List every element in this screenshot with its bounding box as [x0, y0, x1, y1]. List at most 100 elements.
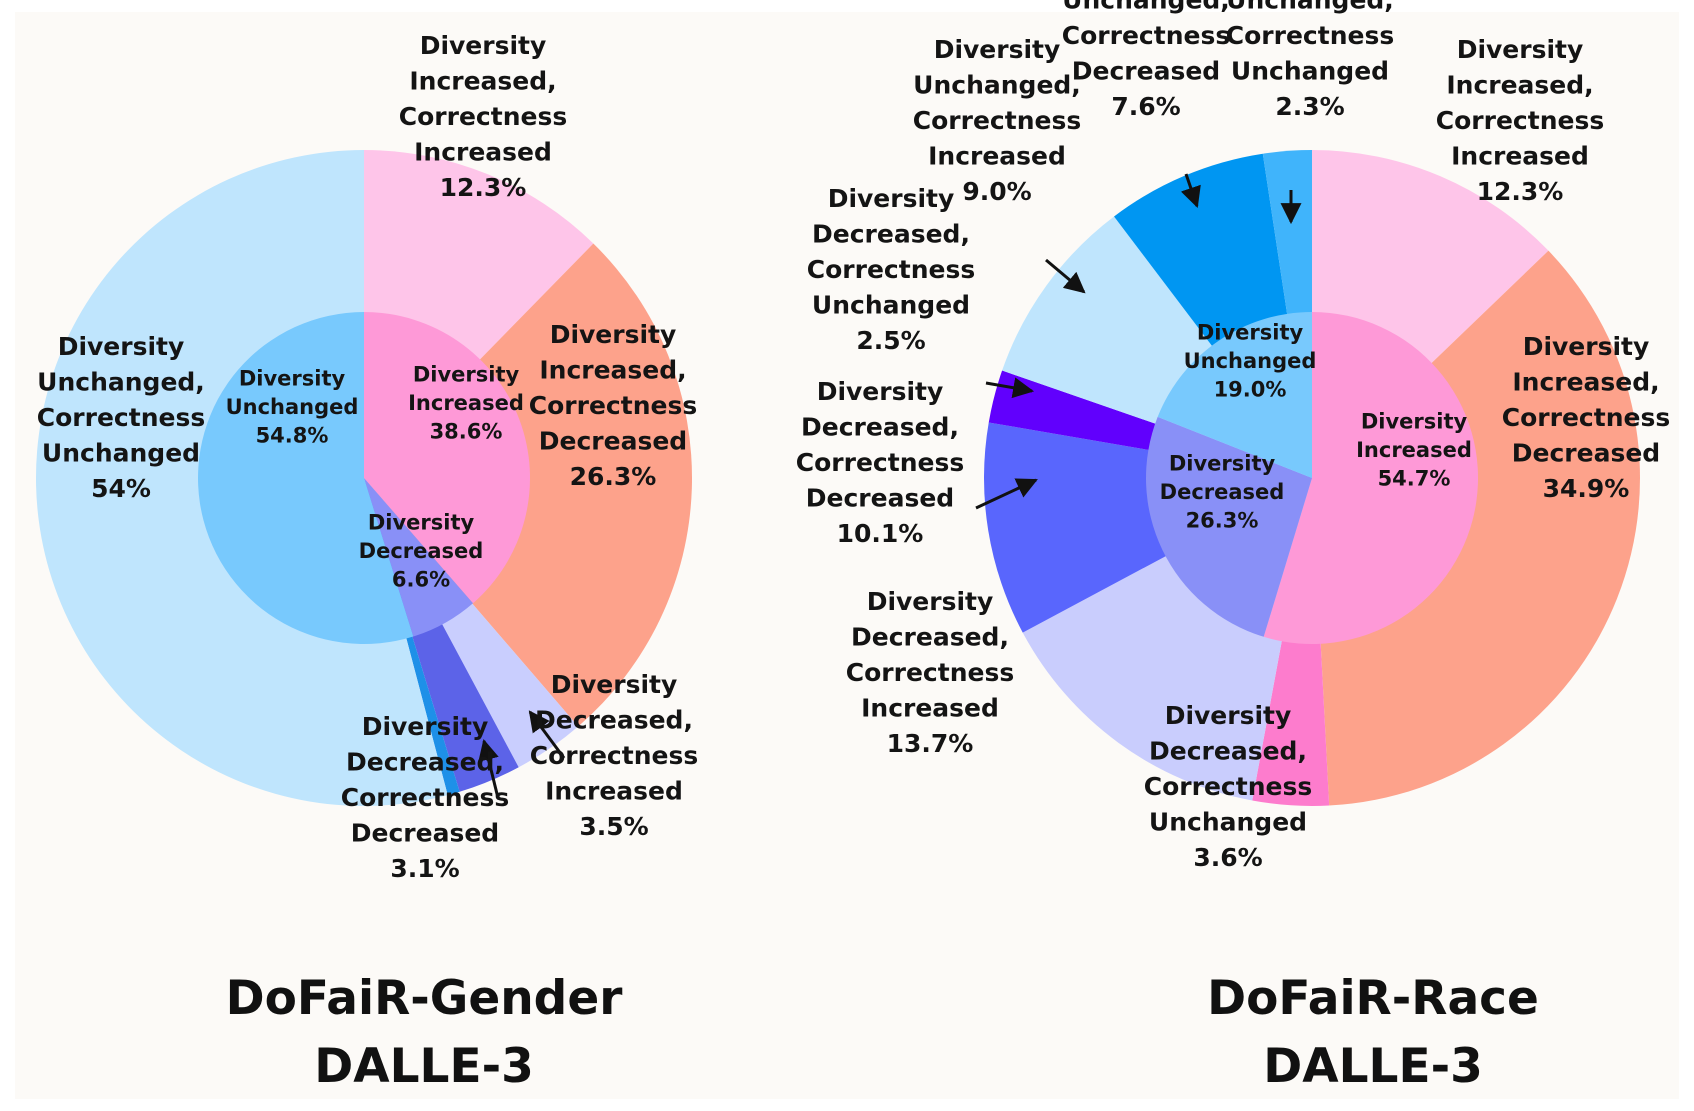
dofair-race-outer-label-diversity-unchanged-correctness-increased-line: Correctness: [913, 106, 1081, 135]
dofair-gender-outer-label-diversity-increased-correctness-decreased-line: 26.3%: [570, 462, 657, 491]
dofair-gender-inner-label-diversity-decreased: Diversity Decreased 6.6%: [359, 511, 484, 592]
dofair-gender-inner-label-diversity-decreased-line: Decreased: [359, 539, 484, 563]
dofair-race-outer-label-diversity-unchanged-correctness-decreased-line: Unchanged,: [1062, 0, 1230, 15]
dofair-race-leader-arrow-diversity-decreased-correctness-unchanged: [985, 377, 1035, 399]
dofair-race-outer-label-diversity-unchanged-correctness-unchanged: DiversityUnchanged,CorrectnessUnchanged2…: [1226, 0, 1394, 121]
dofair-gender-outer-label-diversity-increased-correctness-increased: Diversity Increased, Correctness Increased 1…: [399, 31, 567, 202]
dofair-gender-outer-label-diversity-increased-correctness-increased-line: Increased: [414, 138, 552, 167]
dofair-race-outer-label-diversity-decreased-correctness-unchanged-line: Unchanged: [1149, 808, 1307, 837]
dofair-race-outer-label-diversity-increased-correctness-decreased-line: Diversity: [1523, 332, 1650, 361]
dofair-gender-outer-label-diversity-increased-correctness-increased-line: Increased,: [409, 67, 556, 96]
dofair-race-inner-label-diversity-increased-line: Diversity: [1361, 410, 1468, 434]
dofair-race-outer-label-diversity-decreased-correctness-unchanged-line: 3.6%: [1193, 843, 1262, 872]
dofair-race-inner-label-diversity-increased-line: 54.7%: [1378, 467, 1451, 491]
dofair-race-outer-label-diversity-decreased-correctness-increased-line: Increased: [861, 694, 999, 723]
dofair-gender-outer-label-diversity-increased-correctness-increased-line: 12.3%: [440, 173, 527, 202]
dofair-race-outer-label-diversity-increased-correctness-increased-line: Increased,: [1446, 71, 1593, 100]
dofair-race-outer-label-diversity-unchanged-correctness-unchanged-line: Unchanged,: [1226, 0, 1394, 15]
dofair-race-leader-arrow-diversity-decreased-correctness-decreased: [975, 478, 1038, 510]
dofair-gender-outer-label-diversity-decreased-correctness-decreased-line: Diversity: [362, 712, 489, 741]
dofair-race-outer-label-diversity-increased-correctness-increased-line: Diversity: [1457, 35, 1584, 64]
dofair-gender-inner-label-diversity-unchanged-line: Unchanged: [226, 395, 359, 419]
dofair-race-outer-label-diversity-decreased-correctness-unchanged-line: Diversity: [828, 184, 955, 213]
dofair-race-inner-label-diversity-decreased-line: Diversity: [1169, 452, 1276, 476]
dofair-gender-outer-label-diversity-increased-correctness-decreased-line: Correctness: [529, 391, 697, 420]
dofair-race-inner-label-diversity-decreased-line: Decreased: [1160, 480, 1285, 504]
dofair-gender-leader-arrow-diversity-decreased-correctness-decreased: [478, 738, 500, 799]
dofair-gender-outer-label-diversity-increased-correctness-decreased-line: Diversity: [550, 320, 677, 349]
dofair-gender-inner-label-diversity-unchanged-line: Diversity: [239, 367, 346, 391]
dofair-gender-outer-label-diversity-decreased-correctness-increased-line: Decreased,: [535, 706, 693, 735]
dofair-race-inner-slice-diversity-decreased: [1146, 416, 1312, 637]
dofair-gender-outer-label-diversity-decreased-correctness-increased-line: 3.5%: [579, 812, 648, 841]
dofair-race-outer-label-diversity-decreased-correctness-unchanged-line: Decreased,: [812, 220, 970, 249]
dofair-race-inner-label-diversity-increased: Diversity Increased 54.7%: [1356, 410, 1472, 491]
dofair-race-outer-label-diversity-increased-correctness-decreased-line: 34.9%: [1543, 474, 1630, 503]
dofair-race-outer-label-diversity-increased-correctness-decreased-line: Increased,: [1512, 368, 1659, 397]
dofair-race-outer-label-diversity-increased-correctness-decreased: Diversity Increased, Correctness Decreased 3…: [1502, 332, 1670, 503]
dofair-race-inner-label-diversity-unchanged-line: Diversity: [1197, 321, 1304, 345]
dofair-race-outer-label-diversity-decreased-correctness-unchanged-line: Unchanged: [812, 291, 970, 320]
dofair-gender-outer-label-diversity-decreased-correctness-decreased-line: Decreased: [351, 819, 499, 848]
dofair-gender-outer-label-diversity-decreased-correctness-decreased: Diversity Decreased, Correctness Decreased 3…: [341, 712, 509, 883]
dofair-gender-outer-label-diversity-decreased-correctness-increased: Diversity Decreased, Correctness Increased 3…: [530, 670, 698, 841]
dofair-gender-inner-label-diversity-decreased-line: Diversity: [368, 511, 475, 535]
dofair-gender-outer-label-diversity-decreased-correctness-decreased-line: Correctness: [341, 783, 509, 812]
dofair-race-outer-label-diversity-decreased-correctness-decreased-line: Decreased,: [801, 413, 959, 442]
dofair-race-outer-label-diversity-increased-correctness-decreased-line: Decreased: [1512, 439, 1660, 468]
dofair-gender-outer-label-diversity-increased-correctness-decreased-line: Decreased: [539, 427, 687, 456]
dofair-race-title-line-1: DoFaiR-Race: [1207, 971, 1539, 1026]
dofair-race-outer-label-diversity-unchanged-correctness-decreased-line: 7.6%: [1111, 92, 1180, 121]
dofair-race-outer-label-diversity-increased-correctness-decreased-line: Correctness: [1502, 403, 1670, 432]
dofair-race-title-line-2: DALLE-3: [1263, 1039, 1483, 1094]
dofair-gender-outer-label-diversity-decreased-correctness-increased-line: Diversity: [551, 670, 678, 699]
dofair-gender-inner-label-diversity-unchanged-line: 54.8%: [256, 424, 329, 448]
dofair-race-outer-label-diversity-decreased-correctness-increased-line: Decreased,: [851, 623, 1009, 652]
dofair-race-outer-label-diversity-decreased-correctness-unchanged: Diversity Decreased, Correctness Unchanged 3…: [1144, 701, 1312, 872]
dofair-race-outer-label-diversity-unchanged-correctness-decreased-line: Decreased: [1072, 57, 1220, 86]
dofair-race-inner-label-diversity-decreased-line: 26.3%: [1186, 509, 1259, 533]
dofair-race-outer-label-diversity-unchanged-correctness-increased: Diversity Unchanged, Correctness Increased 9…: [913, 35, 1081, 206]
dofair-race-inner-label-diversity-decreased: Diversity Decreased 26.3%: [1160, 452, 1285, 533]
dofair-gender-outer-label-diversity-decreased-correctness-decreased-line: Decreased,: [346, 748, 504, 777]
dofair-race-outer-label-diversity-decreased-correctness-increased-line: 13.7%: [887, 729, 974, 758]
dofair-race-outer-label-diversity-unchanged-correctness-unchanged-line: Correctness: [1226, 21, 1394, 50]
dofair-gender-outer-label-diversity-unchanged-correctness-unchanged: Diversity Unchanged, Correctness Unchanged 5…: [37, 332, 205, 503]
dofair-race-outer-label-diversity-unchanged-correctness-increased-line: 9.0%: [962, 177, 1031, 206]
dofair-gender-outer-label-diversity-unchanged-correctness-unchanged-line: Unchanged: [42, 439, 200, 468]
dofair-race-inner-slice-diversity-unchanged: [1157, 312, 1312, 478]
dofair-gender-inner-label-diversity-unchanged: Diversity Unchanged 54.8%: [226, 367, 359, 448]
dofair-gender-inner-label-diversity-decreased-line: 6.6%: [392, 568, 450, 592]
dofair-gender-outer-label-diversity-decreased-correctness-increased-line: Correctness: [530, 741, 698, 770]
dofair-race-outer-label-diversity-decreased-correctness-unchanged-line: Correctness: [807, 255, 975, 284]
dofair-race-outer-label-diversity-unchanged-correctness-increased-line: Increased: [928, 142, 1066, 171]
dofair-gender-inner-slice-diversity-decreased: [364, 478, 473, 637]
dofair-race-outer-label-diversity-decreased-correctness-decreased-line: Correctness: [796, 448, 964, 477]
dofair-gender-title-line-2: DALLE-3: [314, 1039, 534, 1094]
dofair-gender-inner-label-diversity-increased-line: Increased: [408, 391, 524, 415]
dofair-gender-outer-label-diversity-unchanged-correctness-unchanged-line: 54%: [91, 474, 151, 503]
dofair-race-outer-label-diversity-increased-correctness-increased-line: Increased: [1451, 142, 1589, 171]
dofair-race-outer-label-diversity-unchanged-correctness-increased-line: Diversity: [934, 35, 1061, 64]
dofair-race-outer-label-diversity-decreased-correctness-unchanged: Diversity Decreased, Correctness Unchanged 2…: [807, 184, 975, 355]
dofair-race-leader-arrow-diversity-unchanged-correctness-decreased: [1180, 173, 1201, 208]
dofair-race-outer-label-diversity-decreased-correctness-decreased-line: Diversity: [817, 377, 944, 406]
dofair-race-outer-label-diversity-increased-correctness-increased-line: Correctness: [1436, 106, 1604, 135]
dofair-race-outer-slice-diversity-increased-correctness-decreased: [1312, 250, 1640, 806]
dofair-race-outer-label-diversity-decreased-correctness-increased: Diversity Decreased, Correctness Increased 1…: [846, 587, 1014, 758]
dofair-race-outer-label-diversity-unchanged-correctness-decreased: DiversityUnchanged,CorrectnessDecreased7…: [1062, 0, 1230, 121]
dofair-gender-outer-label-diversity-increased-correctness-decreased: Diversity Increased, Correctness Decreased 2…: [529, 320, 697, 491]
dofair-gender-inner-slice-diversity-increased: [364, 312, 531, 604]
dofair-race-inner-label-diversity-increased-line: Increased: [1356, 438, 1472, 462]
dofair-race-outer-label-diversity-decreased-correctness-increased-line: Correctness: [846, 658, 1014, 687]
dofair-race-outer-label-diversity-decreased-correctness-unchanged-line: Decreased,: [1149, 737, 1307, 766]
dofair-race-inner-slice-diversity-increased: [1263, 312, 1479, 644]
dofair-gender-outer-label-diversity-increased-correctness-decreased-line: Increased,: [539, 356, 686, 385]
dofair-gender-outer-label-diversity-decreased-correctness-increased-line: Increased: [545, 777, 683, 806]
dofair-race-outer-label-diversity-unchanged-correctness-increased-line: Unchanged,: [913, 71, 1081, 100]
dofair-race-inner-label-diversity-unchanged: Diversity Unchanged 19.0%: [1184, 321, 1317, 402]
dofair-gender-outer-label-diversity-unchanged-correctness-unchanged-line: Unchanged,: [37, 368, 205, 397]
dofair-race-outer-label-diversity-increased-correctness-increased-line: 12.3%: [1477, 177, 1564, 206]
